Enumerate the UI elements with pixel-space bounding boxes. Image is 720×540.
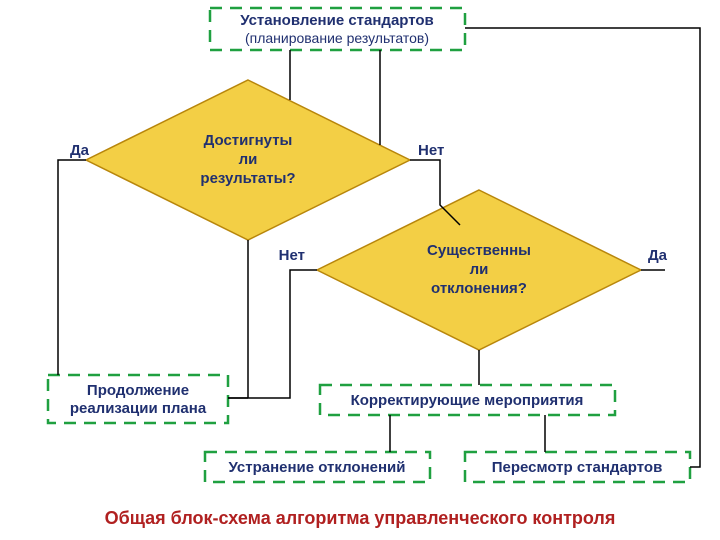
edge-d1-yes: [58, 160, 86, 375]
node-results-q-l3: результаты?: [200, 170, 295, 187]
label-yes1: Да: [70, 142, 90, 159]
node-eliminate-label: Устранение отклонений: [229, 459, 406, 476]
node-standards-l1: Установление стандартов: [240, 12, 434, 29]
node-continue-l1: Продолжение: [87, 382, 189, 399]
node-dev-q-l1: Существенны: [427, 242, 531, 259]
edge-d2-no: [228, 270, 317, 398]
node-dev-q-l2: ли: [470, 261, 489, 278]
label-no2: Нет: [279, 247, 305, 264]
node-standards-l2: (планирование результатов): [245, 30, 429, 46]
label-no1: Нет: [418, 142, 444, 159]
label-yes2: Да: [648, 247, 668, 264]
node-results-q-l1: Достигнуты: [204, 132, 293, 149]
node-dev-q-l3: отклонения?: [431, 280, 527, 297]
node-revise-label: Пересмотр стандартов: [492, 459, 663, 476]
caption: Общая блок-схема алгоритма управленческо…: [105, 508, 616, 528]
node-continue-l2: реализации плана: [70, 400, 207, 417]
node-results-q-l2: ли: [239, 151, 258, 168]
node-corrective-label: Корректирующие мероприятия: [351, 392, 584, 409]
flowchart-canvas: Установление стандартов (планирование ре…: [0, 0, 720, 540]
